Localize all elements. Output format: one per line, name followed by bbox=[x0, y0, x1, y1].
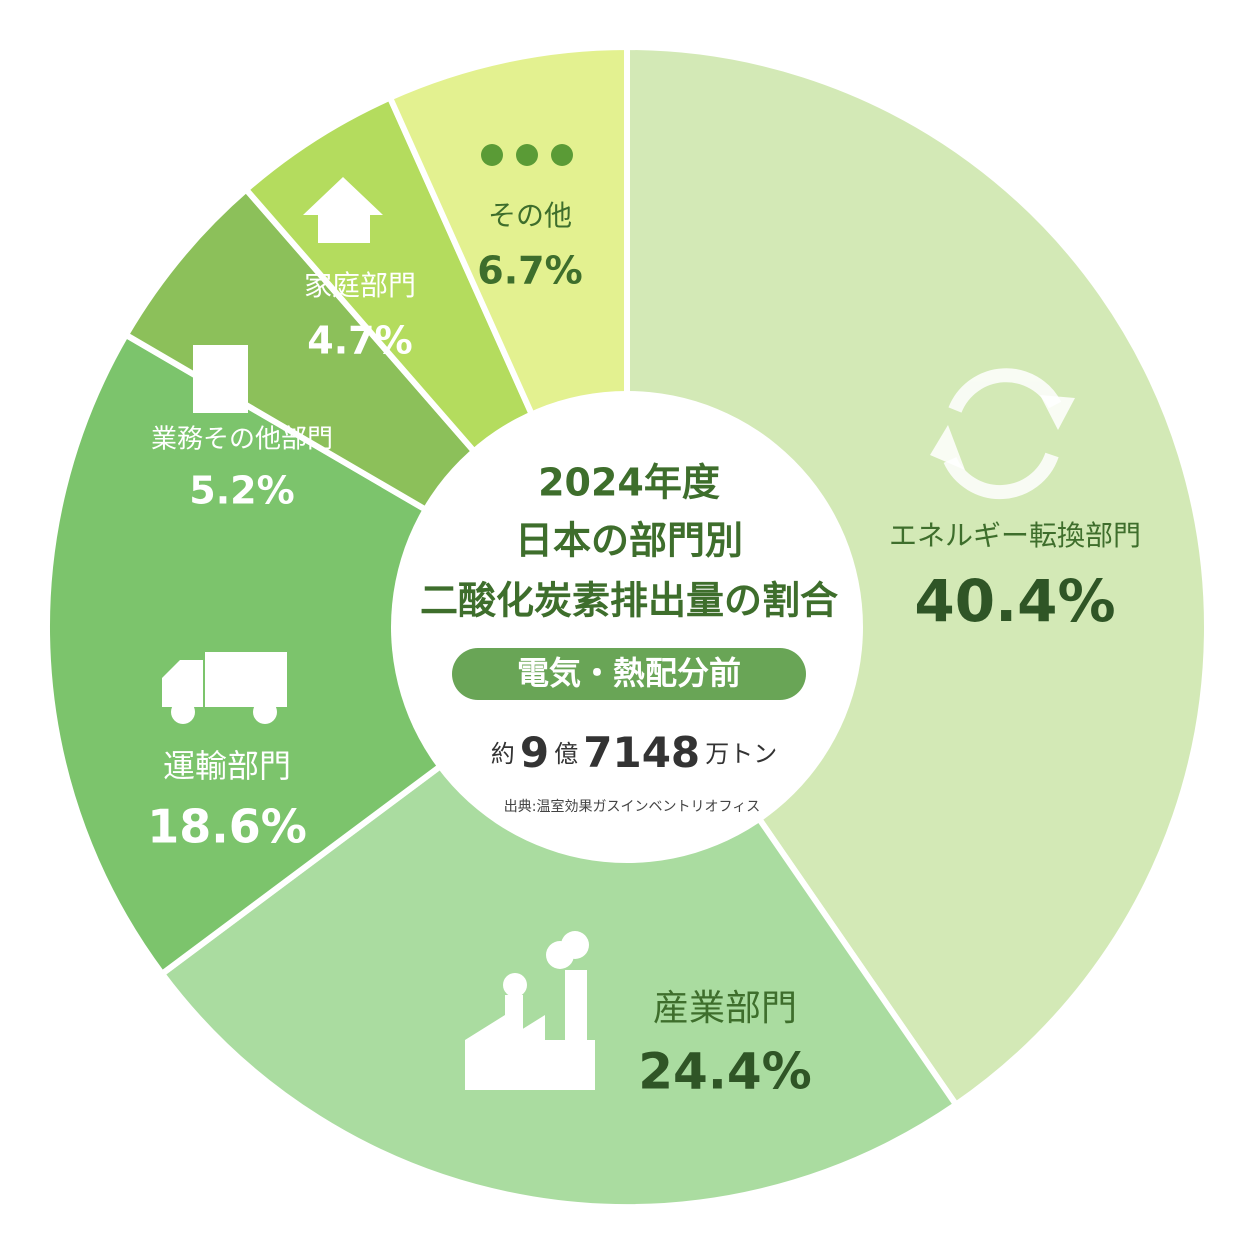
factory-icon bbox=[465, 931, 595, 1090]
building-icon bbox=[193, 345, 248, 413]
total-part: 9 bbox=[520, 728, 549, 777]
value-label: 4.7% bbox=[307, 319, 412, 363]
total-part: 億 bbox=[554, 740, 578, 768]
energy-arrows bbox=[930, 395, 1075, 470]
value-label: 18.6% bbox=[147, 800, 307, 854]
total-part: 万トン bbox=[705, 740, 777, 768]
subtitle: 電気・熱配分前 bbox=[517, 654, 741, 692]
category-label: 産業部門 bbox=[653, 988, 797, 1029]
title-line: 日本の部門別 bbox=[515, 519, 743, 563]
wedge bbox=[624, 43, 1210, 1109]
truck-icon bbox=[162, 652, 287, 724]
category-label: 家庭部門 bbox=[304, 269, 416, 302]
source: 出典:温室効果ガスインベントリオフィス bbox=[504, 798, 760, 815]
title-line: 二酸化炭素排出量の割合 bbox=[420, 579, 838, 623]
value-label: 5.2% bbox=[189, 469, 294, 513]
value-label: 24.4% bbox=[638, 1043, 811, 1101]
energy-icon bbox=[943, 368, 1062, 500]
total-part: 7148 bbox=[583, 728, 700, 777]
dots-icon bbox=[481, 144, 573, 166]
value-label: 40.4% bbox=[914, 567, 1115, 635]
category-label: 業務その他部門 bbox=[151, 425, 333, 455]
category-label: 運輸部門 bbox=[163, 747, 291, 785]
house-icon bbox=[303, 177, 383, 243]
category-label: エネルギー転換部門 bbox=[889, 519, 1141, 552]
labels: エネルギー転換部門 40.4% 産業部門 24.4% 運輸部門 18.6% 業務その他部門 5… bbox=[147, 199, 1141, 1101]
subtitle-badge bbox=[452, 648, 806, 700]
total-part: 約 bbox=[491, 740, 515, 768]
total: 約 9 億 7148 万トン bbox=[491, 728, 778, 777]
title: 2024年度 日本の部門別 二酸化炭素排出量の割合 bbox=[420, 461, 838, 623]
value-label: 6.7% bbox=[477, 249, 582, 293]
category-label: その他 bbox=[488, 199, 572, 232]
wedge bbox=[44, 330, 633, 978]
wedge bbox=[157, 622, 961, 1210]
center-hole bbox=[391, 391, 863, 863]
title-line: 2024年度 bbox=[538, 461, 720, 505]
wedges bbox=[44, 43, 1210, 1210]
